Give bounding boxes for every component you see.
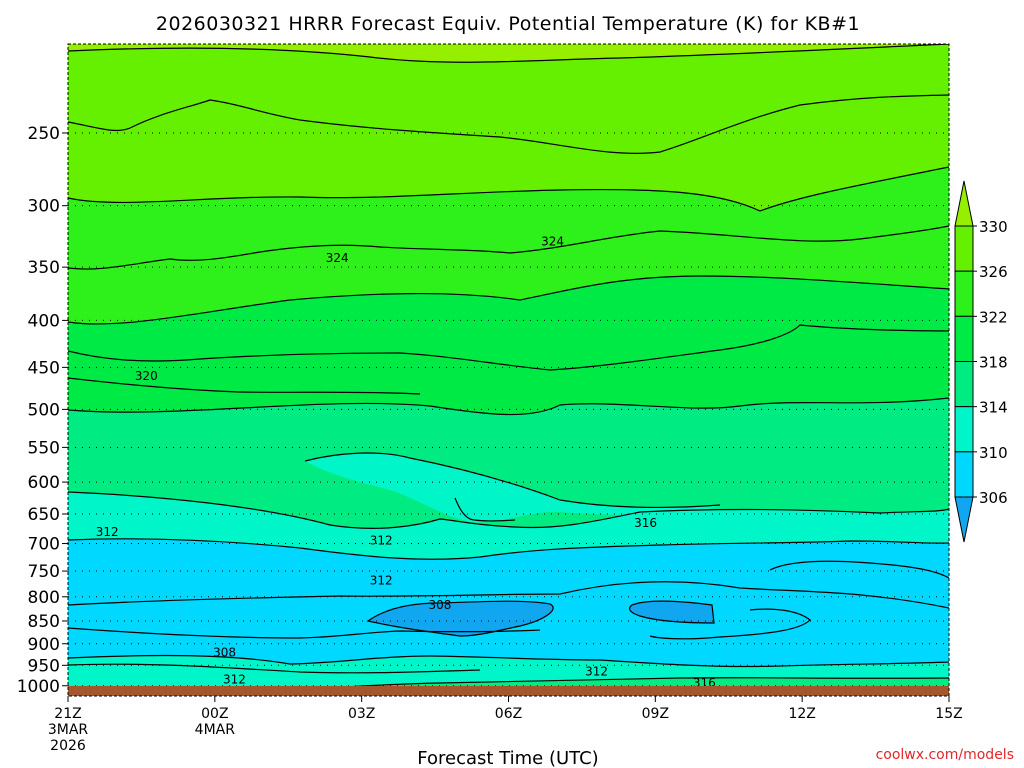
colorbar-segment: [954, 270, 974, 317]
y-tick-label: 950: [28, 656, 60, 676]
x-axis-ticks: 21Z 3MAR 2026 00Z 4MAR 03Z 06Z 09Z 12Z 15Z: [48, 696, 963, 754]
contour-line: [68, 377, 421, 395]
x-tick-label-line: 15Z: [935, 706, 962, 722]
theta-e-filled-contours: [68, 44, 949, 696]
colorbar-segment: [954, 451, 974, 498]
x-tick-label: 12Z: [788, 706, 815, 722]
x-tick-label: 03Z: [348, 706, 375, 722]
y-tick-label: 250: [28, 124, 60, 144]
x-tick-label-line: 12Z: [788, 706, 815, 722]
contour-line: [769, 560, 949, 579]
y-tick-label: 650: [28, 505, 60, 525]
contour-line: [68, 166, 949, 212]
fill-band-310-mid: [305, 452, 720, 523]
colorbar-segment: [954, 361, 974, 408]
contour-label: 308: [429, 598, 452, 612]
contour-label: 316: [634, 516, 657, 530]
fill-core-b: [629, 601, 714, 623]
colorbar-tick-label: 318: [979, 354, 1008, 372]
chart-title: 2026030321 HRRR Forecast Equiv. Potentia…: [156, 13, 860, 35]
x-tick-label: 06Z: [495, 706, 522, 722]
colorbar-segment: [954, 315, 974, 363]
y-tick-label: 700: [28, 535, 60, 555]
colorbar-tick-label: 322: [979, 308, 1008, 326]
contour-line: [68, 397, 949, 416]
x-tick-label: 00Z 4MAR: [195, 706, 236, 738]
contour-label: 312: [370, 574, 393, 588]
colorbar-segment: [954, 406, 974, 453]
y-tick-label: 850: [28, 612, 60, 632]
ground-bar: [68, 686, 949, 696]
x-tick-label: 09Z: [642, 706, 669, 722]
fill-core-a: [368, 601, 554, 636]
colorbar-top-arrow: [954, 180, 974, 227]
colorbar: 330 326 322 318 314 310 306: [954, 180, 1008, 543]
contour-line: [68, 324, 949, 371]
contour-label: 312: [96, 525, 119, 539]
contour-label: 320: [135, 369, 158, 383]
x-tick-label-line: 3MAR: [48, 722, 89, 738]
colorbar-tick-label: 310: [979, 444, 1008, 462]
contour-line: [304, 452, 721, 509]
contour-line: [68, 538, 949, 560]
contour-line: [454, 497, 516, 522]
colorbar-segment: [954, 225, 974, 272]
x-tick-label-line: 2026: [50, 738, 86, 754]
theta-e-contour-lines: [68, 44, 949, 691]
y-tick-label: 450: [28, 358, 60, 378]
contour-line: [68, 663, 481, 674]
contour-label: 312: [223, 673, 246, 687]
y-tick-label: 750: [28, 562, 60, 582]
contour-line: [68, 654, 949, 668]
x-tick-label-line: 06Z: [495, 706, 522, 722]
contour-line: [68, 94, 949, 154]
colorbar-tick-label: 330: [979, 218, 1008, 236]
contour-label: 312: [370, 534, 393, 548]
plot-frame: [67, 43, 950, 697]
contour-label: 324: [326, 251, 349, 265]
y-tick-label: 550: [28, 438, 60, 458]
x-tick-label-line: 09Z: [642, 706, 669, 722]
colorbar-tick-label: 326: [979, 263, 1008, 281]
y-tick-label: 500: [28, 400, 60, 420]
contour-label: 312: [585, 665, 608, 679]
y-tick-label: 300: [28, 197, 60, 217]
y-tick-label: 400: [28, 311, 60, 331]
x-tick-label-line: 4MAR: [195, 722, 236, 738]
contour-line: [68, 491, 949, 529]
x-tick-label: 15Z: [935, 706, 962, 722]
x-tick-label-line: 21Z: [54, 706, 81, 722]
contour-label: 308: [213, 646, 236, 660]
x-tick-label: 21Z 3MAR 2026: [48, 706, 89, 754]
contour-line: [68, 627, 541, 639]
x-tick-label-line: 03Z: [348, 706, 375, 722]
y-axis-ticks: 250 300 350 400 450 500 550 600 650 700 750 800 850 9…: [17, 124, 68, 697]
colorbar-tick-label: 306: [979, 489, 1008, 507]
y-tick-label: 900: [28, 635, 60, 655]
x-axis-label: Forecast Time (UTC): [417, 748, 598, 768]
y-tick-label: 600: [28, 473, 60, 493]
y-tick-label: 350: [28, 258, 60, 278]
contour-label: 324: [541, 234, 564, 248]
colorbar-bottom-arrow: [954, 496, 974, 543]
contour-line: [366, 600, 554, 637]
colorbar-tick-label: 314: [979, 399, 1008, 417]
contour-line: [68, 581, 949, 609]
y-tick-label: 1000: [17, 677, 60, 697]
y-tick-label: 800: [28, 588, 60, 608]
contour-line: [649, 608, 811, 640]
contour-line: [68, 225, 949, 270]
contour-line: [68, 44, 949, 63]
credit-text: coolwx.com/models: [876, 747, 1014, 763]
contour-line: [68, 275, 949, 325]
contour-line: [629, 600, 715, 624]
x-tick-label-line: 00Z: [201, 706, 228, 722]
